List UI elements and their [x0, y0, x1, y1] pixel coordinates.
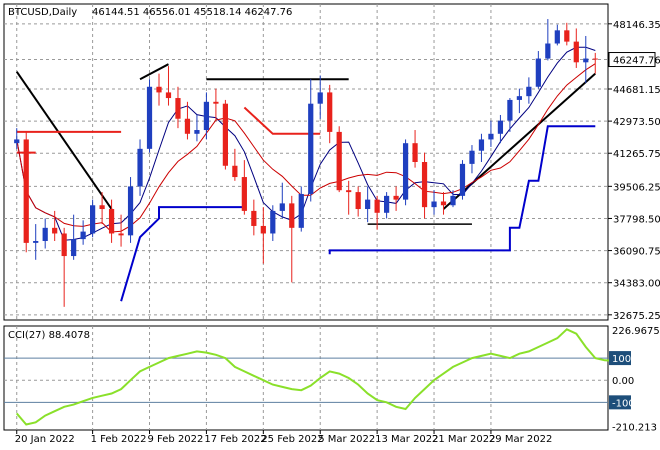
- candle-body: [251, 210, 257, 226]
- support-step-line: [328, 125, 596, 255]
- candle-body: [127, 186, 134, 236]
- candle-body: [232, 165, 238, 178]
- x-tick-label: 17 Feb 2022: [204, 434, 266, 445]
- candle-body: [374, 199, 380, 213]
- x-tick-label: 20 Jan 2022: [15, 434, 75, 445]
- trendline: [15, 71, 113, 210]
- cci-level-box: [609, 395, 631, 410]
- candle-body: [564, 30, 570, 42]
- candle-body: [535, 58, 541, 87]
- candle-body: [355, 192, 361, 210]
- candle-body: [440, 201, 447, 206]
- y-tick-label: 34383.00: [613, 279, 660, 290]
- candle-body: [289, 203, 295, 228]
- candle-body: [592, 58, 598, 60]
- candle-body: [402, 143, 409, 200]
- y-tick-label: 41265.75: [613, 149, 660, 160]
- ohlc-label: 46144.51 46556.01 45518.14 46247.76: [92, 7, 292, 18]
- candle-body: [156, 86, 162, 93]
- candle-body: [298, 193, 304, 228]
- support-step-line: [120, 206, 245, 302]
- x-tick-label: 13 Mar 2022: [375, 434, 438, 445]
- x-tick-label: 29 Mar 2022: [489, 434, 552, 445]
- candle-body: [175, 98, 181, 119]
- candle-body: [365, 199, 371, 210]
- candle-body: [393, 195, 399, 200]
- y-tick-label: 32675.25: [613, 311, 660, 322]
- candle-body: [52, 227, 58, 234]
- candle-body: [90, 205, 96, 234]
- candle-body: [184, 118, 191, 134]
- x-tick-label: 25 Feb 2022: [261, 434, 323, 445]
- symbol-label: BTCUSD,Daily: [8, 7, 77, 18]
- candle-body: [165, 92, 172, 99]
- candle-body: [327, 92, 333, 132]
- x-tick-label: 21 Mar 2022: [432, 434, 495, 445]
- candle-body: [346, 190, 352, 193]
- cci-tick-label: 0.00: [612, 376, 634, 387]
- candle-body: [241, 177, 247, 211]
- y-tick-label: 39506.25: [613, 182, 660, 193]
- candle-body: [478, 139, 485, 151]
- candle-body: [279, 203, 285, 211]
- x-tick-label: 5 Mar 2022: [318, 434, 375, 445]
- candle-body: [431, 201, 437, 208]
- candle-body: [545, 43, 551, 59]
- candle-body: [516, 96, 522, 100]
- candle-body: [469, 150, 475, 164]
- candle-body: [526, 86, 532, 97]
- cci-label: CCI(27) 88.4078: [8, 330, 90, 341]
- y-tick-label: 48146.35: [613, 20, 660, 31]
- candle-body: [412, 143, 418, 162]
- x-tick-label: 9 Feb 2022: [148, 434, 204, 445]
- resistance-step-line: [243, 106, 321, 135]
- candle-body: [71, 239, 77, 257]
- candle-body: [270, 210, 276, 234]
- cci-tick-label: -210.213: [612, 423, 657, 434]
- candle-body: [308, 103, 314, 194]
- candle-body: [137, 148, 143, 187]
- current-price-box: [608, 52, 656, 68]
- candle-body: [118, 233, 124, 236]
- candle-body: [61, 233, 67, 257]
- y-tick-label: 44681.15: [613, 85, 660, 96]
- y-tick-label: 46247.76: [613, 56, 660, 67]
- candle-body: [421, 162, 428, 208]
- candle-body: [203, 101, 210, 131]
- candle-body: [336, 131, 342, 191]
- candle-body: [33, 241, 39, 243]
- candle-body: [146, 86, 153, 149]
- candle-body: [507, 99, 513, 121]
- candle-body: [14, 139, 20, 144]
- y-tick-label: 37798.50: [613, 214, 660, 225]
- candle-body: [573, 41, 579, 63]
- x-tick-label: 1 Feb 2022: [91, 434, 147, 445]
- cci-tick-label: 226.9675: [612, 326, 660, 337]
- candle-body: [213, 101, 219, 104]
- candle-body: [42, 227, 48, 241]
- candle-body: [450, 195, 456, 206]
- y-tick-label: 42973.50: [613, 117, 660, 128]
- cci-level-box: [609, 351, 631, 366]
- candle-body: [317, 92, 323, 104]
- trendline: [139, 63, 169, 81]
- candle-body: [260, 225, 266, 234]
- candle-body: [583, 58, 589, 63]
- candle-body: [459, 163, 466, 196]
- candle-body: [384, 195, 390, 213]
- candle-body: [222, 103, 228, 166]
- candle-body: [108, 209, 115, 234]
- candle-body: [497, 120, 504, 134]
- candle-body: [99, 205, 105, 210]
- cci-tick-label: 100: [612, 354, 631, 365]
- candle-body: [554, 30, 560, 44]
- cci-tick-label: -100: [612, 398, 635, 409]
- y-tick-label: 36090.75: [613, 247, 660, 258]
- candle-body: [194, 130, 200, 134]
- candle-body: [80, 231, 86, 240]
- cci-line: [15, 328, 615, 426]
- candle-body: [488, 133, 494, 140]
- candle-body: [23, 139, 29, 243]
